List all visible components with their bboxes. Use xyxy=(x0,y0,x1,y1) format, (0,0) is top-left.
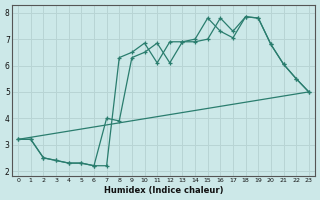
X-axis label: Humidex (Indice chaleur): Humidex (Indice chaleur) xyxy=(104,186,223,195)
